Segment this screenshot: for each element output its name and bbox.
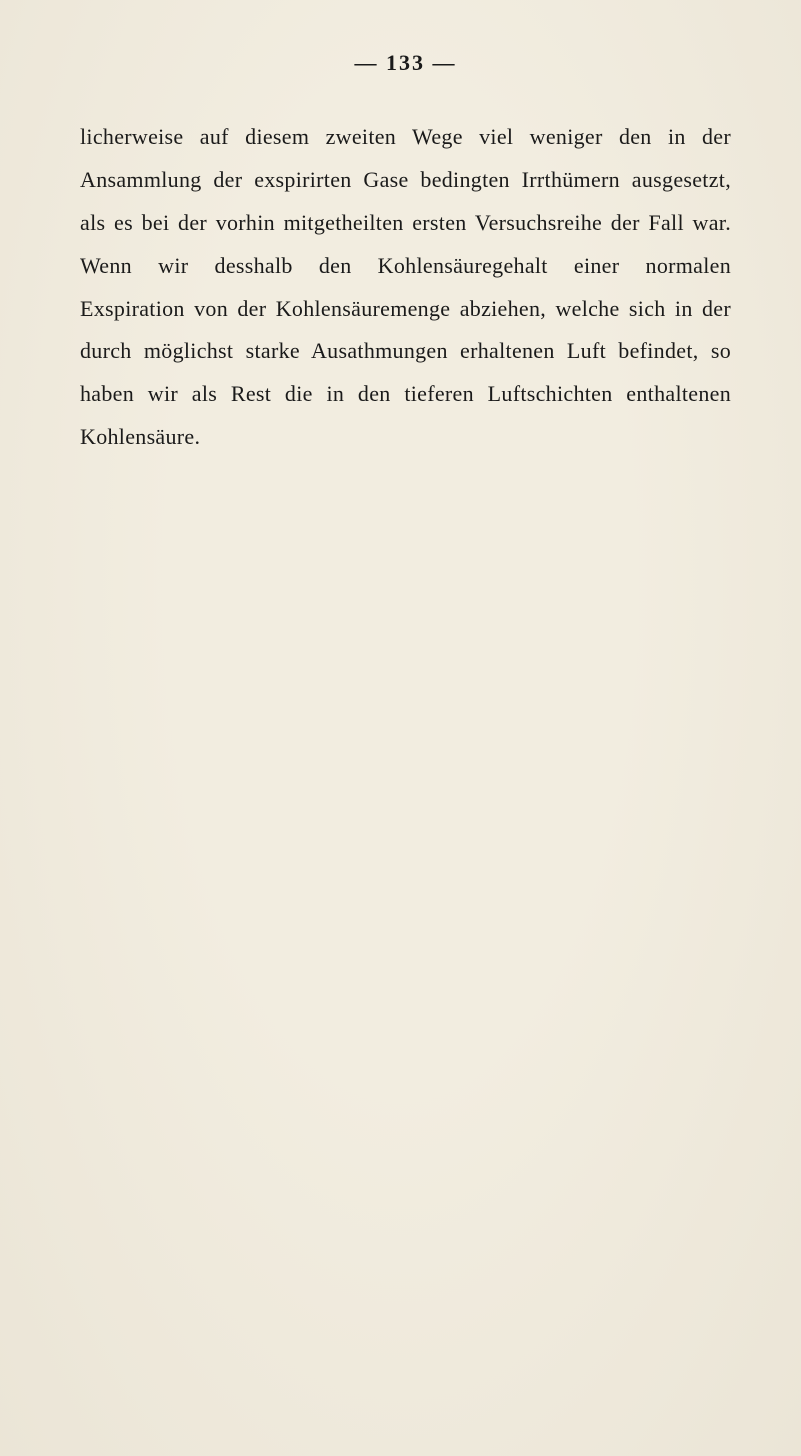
page-container: — 133 — licherweise auf diesem zweiten W… xyxy=(0,0,801,509)
page-number: — 133 — xyxy=(80,50,731,76)
body-paragraph: licherweise auf diesem zweiten Wege viel… xyxy=(80,116,731,459)
